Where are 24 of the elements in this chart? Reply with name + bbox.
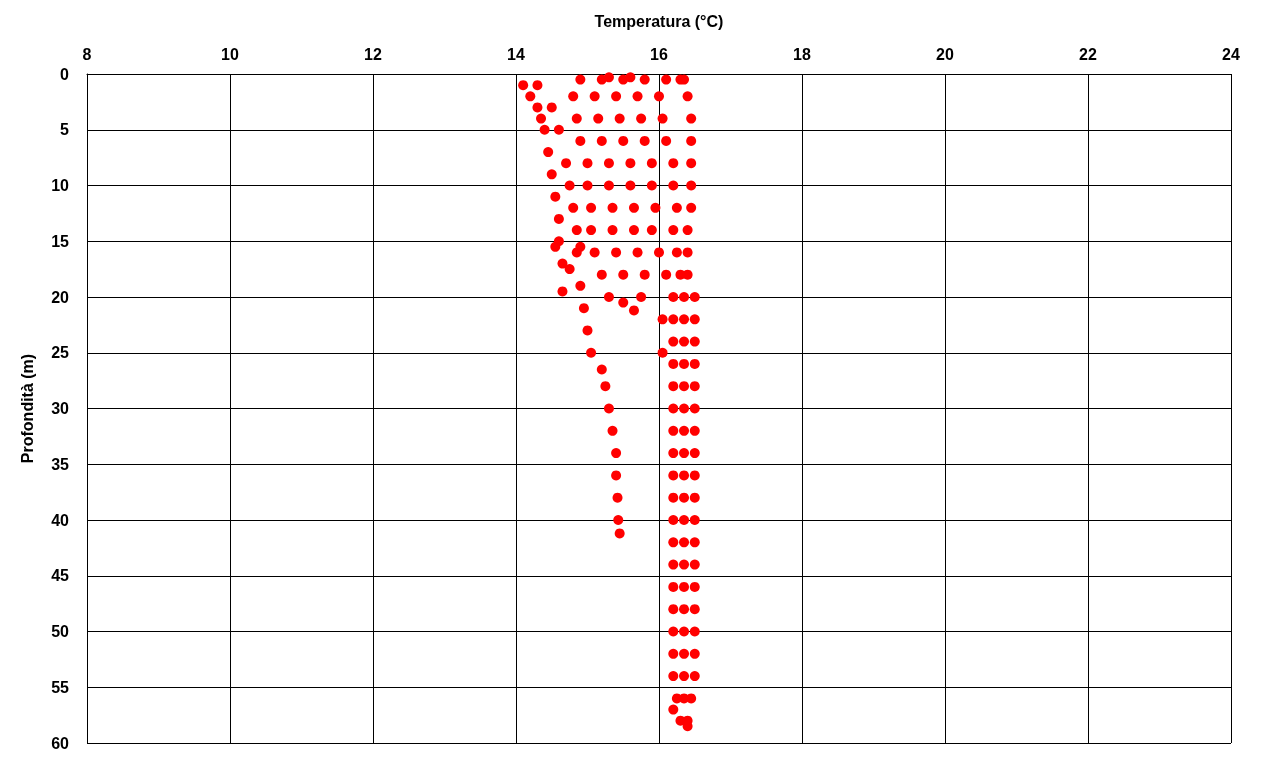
y-tick-label: 15 [51,232,70,250]
x-tick-label: 12 [364,45,382,63]
y-tick-label: 25 [51,344,70,362]
y-axis-title: Profondità (m) [18,353,36,464]
y-tick-label: 35 [51,455,70,473]
y-tick-label: 40 [51,511,70,529]
x-axis-title: Temperatura (°C) [594,12,724,30]
x-tick-label: 8 [82,45,92,63]
y-tick-label: 55 [51,678,70,696]
y-tick-label: 0 [60,65,70,83]
x-tick-label: 22 [1079,45,1097,63]
x-tick-label: 24 [1222,45,1240,63]
y-tick-label: 10 [51,177,70,194]
x-tick-label: 10 [221,45,239,63]
x-tick-label: 20 [936,45,954,63]
y-tick-label: 60 [51,734,70,752]
y-tick-label: 30 [51,400,70,417]
x-tick-label: 16 [650,45,668,63]
x-tick-label: 14 [507,45,525,63]
y-tick-label: 20 [51,288,70,306]
y-tick-label: 5 [60,121,70,139]
x-tick-label: 18 [793,45,811,63]
y-tick-label: 50 [51,623,70,640]
y-tick-label: 45 [51,567,70,585]
